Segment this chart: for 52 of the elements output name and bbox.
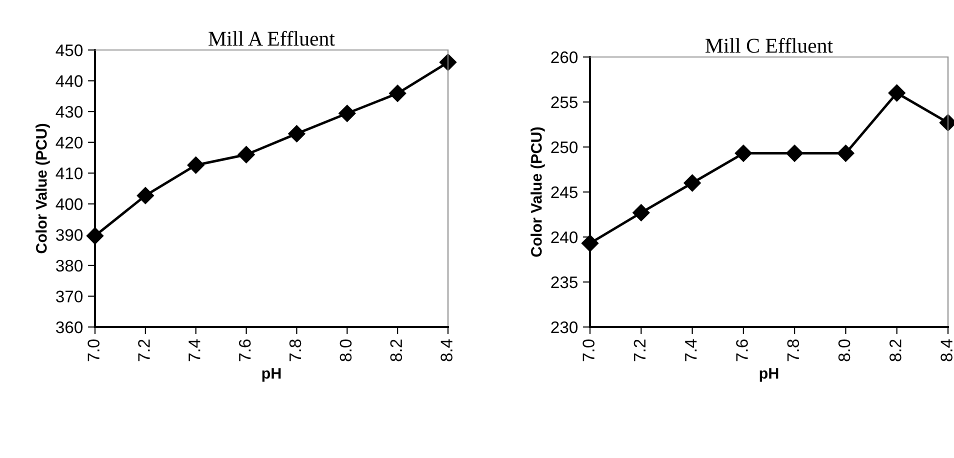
chart-title: Mill C Effluent — [706, 38, 833, 53]
y-tick-label: 420 — [56, 136, 83, 149]
y-tick-label: 430 — [56, 106, 83, 118]
x-tick-label: 8.2 — [890, 340, 902, 362]
point — [187, 156, 204, 174]
y-tick-label: 410 — [56, 168, 83, 180]
y-tick-label: 250 — [551, 141, 578, 154]
point — [888, 84, 906, 102]
x-tick-label: 7.6 — [736, 340, 748, 362]
point — [734, 144, 752, 162]
y-axis-title: Color Value (PCU) — [530, 127, 545, 257]
y-tick-label: 245 — [551, 186, 578, 198]
point — [837, 144, 854, 162]
point — [338, 104, 356, 122]
point — [439, 54, 457, 71]
x-tick-label: 7.4 — [685, 339, 697, 362]
x-tick-label: 8.0 — [838, 339, 850, 362]
x-tick-label: 8.4 — [940, 339, 952, 362]
x-axis-title: pH — [760, 368, 778, 382]
y-axis-title: Color Value (PCU) — [36, 124, 50, 254]
x-tick-label: 7.8 — [289, 340, 302, 362]
x-axis-title: pH — [262, 368, 281, 382]
y-tick-label: 390 — [56, 229, 83, 241]
y-tick-label: 240 — [551, 231, 578, 244]
y-tick-label: 400 — [56, 198, 83, 210]
point — [136, 187, 154, 204]
x-tick-label: 8.4 — [440, 339, 452, 362]
y-tick-label: 440 — [56, 75, 83, 87]
x-tick-label: 7.0 — [88, 339, 100, 362]
point — [684, 174, 701, 192]
y-tick-label: 450 — [56, 44, 83, 56]
x-tick-label: 8.0 — [340, 339, 352, 362]
x-tick-label: 7.6 — [238, 340, 251, 362]
chart-title: Mill A Effluent — [208, 30, 335, 46]
y-tick-label: 230 — [551, 321, 578, 334]
x-tick-label: 7.0 — [582, 339, 594, 362]
y-tick-label: 235 — [551, 276, 578, 288]
point — [786, 144, 804, 162]
y-tick-label: 260 — [551, 51, 578, 64]
y-tick-label: 360 — [56, 321, 83, 334]
point — [389, 84, 406, 102]
x-tick-label: 7.4 — [188, 339, 200, 362]
y-tick-label: 370 — [56, 290, 83, 302]
x-tick-label: 7.2 — [138, 340, 150, 362]
x-tick-label: 7.8 — [787, 340, 800, 362]
y-tick-label: 380 — [56, 260, 83, 272]
point — [288, 125, 306, 142]
x-tick-label: 8.2 — [390, 340, 402, 362]
point — [238, 146, 255, 164]
x-tick-label: 7.2 — [634, 340, 646, 362]
point — [632, 204, 650, 222]
y-tick-label: 255 — [551, 96, 578, 108]
